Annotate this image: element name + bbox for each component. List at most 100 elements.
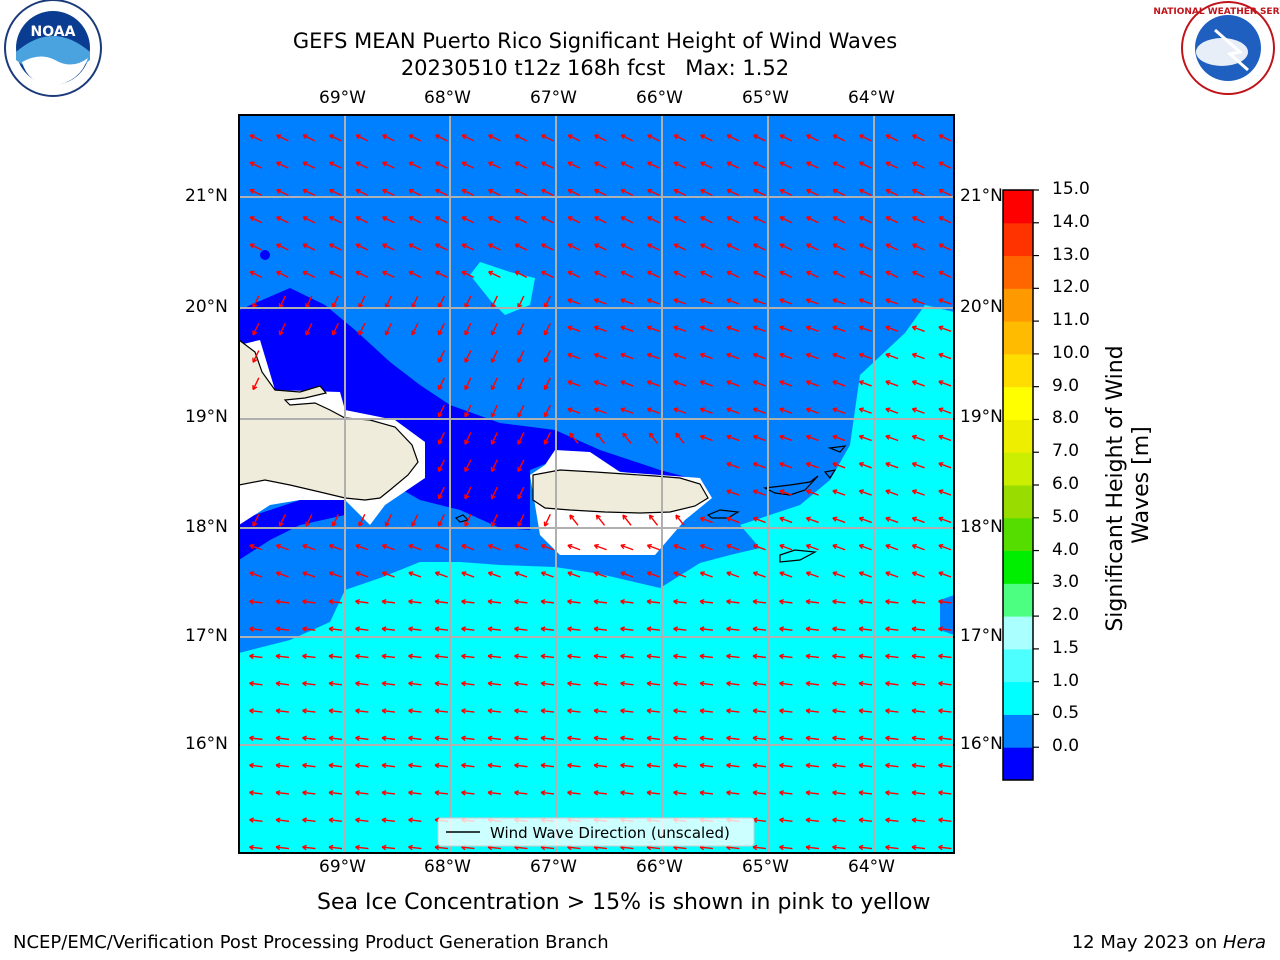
- wind-wave-arrow-head: [647, 188, 653, 194]
- wind-wave-arrow: [252, 295, 260, 308]
- wind-wave-arrow-head: [517, 357, 523, 363]
- wind-wave-arrow: [753, 353, 766, 360]
- wind-wave-arrow: [858, 682, 873, 686]
- wind-wave-arrow: [328, 682, 343, 686]
- wind-wave-arrow: [779, 737, 793, 741]
- wind-wave-arrow-head: [726, 434, 732, 440]
- wind-wave-arrow: [806, 243, 819, 251]
- wind-wave-arrow-head: [437, 385, 443, 391]
- wind-wave-arrow: [726, 271, 740, 278]
- wind-wave-arrow: [249, 819, 263, 822]
- wind-wave-arrow: [620, 682, 634, 686]
- wind-wave-arrow: [567, 189, 581, 197]
- wind-wave-arrow: [408, 682, 422, 686]
- wind-wave-arrow: [805, 737, 820, 741]
- colorbar-tick-label: 7.0: [1052, 441, 1080, 462]
- wind-wave-arrow: [673, 271, 687, 278]
- wind-wave-arrow-head: [381, 680, 387, 687]
- wind-wave-arrow-head: [673, 325, 679, 331]
- wind-wave-arrow-head: [252, 330, 258, 336]
- wind-wave-arrow: [382, 134, 395, 142]
- wind-wave-arrow: [567, 791, 581, 795]
- wind-wave-arrow: [805, 764, 820, 768]
- wind-wave-arrow: [752, 737, 767, 741]
- wind-wave-arrow: [514, 655, 528, 659]
- wind-wave-arrow-head: [858, 817, 864, 823]
- wind-wave-arrow-head: [885, 762, 890, 769]
- wind-wave-arrow-head: [437, 494, 443, 500]
- land-virgin-islands: [762, 475, 819, 496]
- wind-wave-arrow: [859, 380, 872, 387]
- wind-wave-arrow-head: [328, 571, 334, 577]
- wind-wave-arrow: [305, 514, 313, 527]
- lon-label-top: 66°W: [636, 88, 683, 108]
- wind-wave-arrow: [858, 627, 873, 631]
- colorbar-segment: [1003, 386, 1033, 420]
- wind-wave-arrow: [647, 353, 660, 360]
- wind-wave-arrow-head: [487, 653, 493, 660]
- wind-wave-arrow-head: [276, 188, 282, 194]
- wind-wave-arrow-head: [252, 357, 258, 363]
- wind-wave-arrow-head: [434, 626, 440, 632]
- wind-wave-arrow: [726, 627, 740, 631]
- wind-wave-arrow-head: [805, 352, 811, 359]
- wind-wave-arrow: [620, 764, 634, 768]
- wind-wave-arrow: [302, 846, 316, 850]
- wind-wave-arrow-head: [858, 489, 864, 495]
- wind-wave-arrow-head: [514, 762, 519, 769]
- wind-wave-arrow-head: [805, 516, 811, 522]
- wind-wave-arrow: [753, 380, 766, 387]
- wind-wave-arrow-head: [646, 762, 652, 769]
- lat-label-right: 19°N: [960, 407, 1003, 427]
- wind-wave-arrow: [408, 737, 422, 741]
- wind-wave-arrow: [594, 161, 607, 169]
- wind-wave-arrow-head: [885, 844, 890, 851]
- wind-wave-arrow: [859, 298, 872, 305]
- wind-wave-arrow-head: [832, 134, 838, 140]
- wind-wave-arrow-head: [408, 571, 414, 577]
- wind-wave-arrow: [487, 655, 502, 659]
- wind-wave-arrow: [885, 544, 899, 551]
- wind-wave-arrow-head: [540, 680, 546, 687]
- colorbar-segment: [1003, 583, 1033, 617]
- wind-wave-arrow: [726, 764, 740, 768]
- wind-wave-arrow-head: [700, 161, 706, 167]
- wind-wave-arrow: [381, 682, 396, 686]
- lat-label-right: 16°N: [960, 734, 1003, 754]
- wind-wave-arrow-head: [461, 543, 467, 550]
- wind-wave-arrow: [700, 161, 713, 169]
- lat-label-right: 20°N: [960, 297, 1003, 317]
- wind-wave-arrow-head: [938, 708, 943, 714]
- wind-wave-arrow-head: [275, 599, 281, 605]
- wind-wave-arrow-head: [461, 270, 467, 276]
- lat-label-left: 16°N: [185, 734, 228, 754]
- wind-wave-arrow: [859, 544, 872, 551]
- wind-wave-arrow: [912, 326, 925, 332]
- wind-wave-arrow: [805, 846, 820, 850]
- wind-wave-arrow-head: [328, 844, 334, 851]
- wind-wave-arrow: [832, 627, 846, 631]
- wind-wave-arrow: [726, 243, 740, 251]
- wind-wave-arrow: [806, 161, 819, 169]
- wind-wave-arrow-head: [805, 844, 811, 851]
- wind-wave-arrow-head: [858, 790, 864, 796]
- wind-wave-arrow: [355, 544, 369, 551]
- wind-wave-arrow-head: [673, 735, 678, 742]
- wind-wave-arrow: [276, 134, 289, 142]
- wind-wave-arrow: [540, 791, 555, 795]
- wind-wave-arrow: [408, 571, 422, 578]
- wind-wave-arrow: [858, 655, 873, 659]
- wind-wave-arrow: [753, 544, 766, 551]
- wind-wave-arrow-head: [620, 653, 625, 660]
- wind-wave-arrow: [805, 819, 820, 822]
- wind-wave-arrow-head: [699, 626, 705, 632]
- wind-wave-arrow-head: [461, 571, 467, 577]
- wind-wave-arrow-head: [726, 462, 732, 468]
- wind-wave-arrow: [753, 462, 766, 469]
- wind-wave-arrow-head: [464, 385, 470, 391]
- wind-wave-arrow-head: [569, 514, 575, 520]
- wind-wave-arrow-head: [911, 817, 917, 823]
- wind-wave-arrow-head: [328, 653, 334, 660]
- wind-wave-arrow-head: [569, 432, 575, 438]
- wind-wave-arrow-head: [358, 521, 364, 527]
